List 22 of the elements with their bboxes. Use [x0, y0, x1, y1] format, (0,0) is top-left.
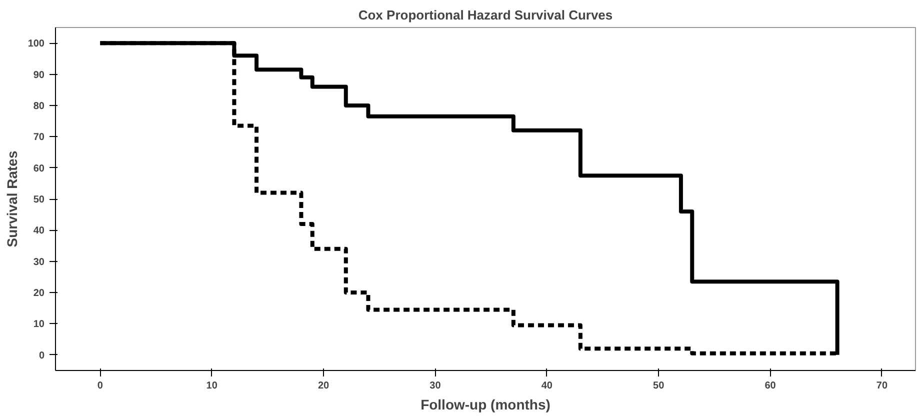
chart-title: Cox Proportional Hazard Survival Curves: [358, 8, 613, 22]
y-tick-label: 30: [33, 256, 45, 268]
y-tick-label: 70: [33, 132, 45, 144]
y-tick-label: 60: [33, 163, 45, 174]
x-tick-label: 60: [764, 380, 776, 392]
x-tick-label: 10: [206, 380, 218, 392]
y-tick-label: 20: [33, 288, 45, 300]
x-tick-label: 20: [318, 380, 330, 392]
y-tick-label: 0: [38, 350, 45, 362]
x-tick-label: 70: [876, 380, 888, 392]
x-tick-label: 30: [430, 380, 442, 392]
y-tick-label: 50: [33, 194, 45, 206]
x-tick-label: 50: [653, 380, 665, 392]
x-axis-title: Follow-up (months): [420, 396, 550, 412]
y-tick-label: 40: [33, 226, 45, 237]
x-tick-label: 0: [97, 380, 104, 392]
y-tick-label: 90: [33, 70, 45, 81]
y-tick-label: 80: [33, 100, 45, 112]
x-tick-label: 40: [541, 380, 553, 392]
y-axis-title: Survival Rates: [4, 150, 20, 248]
y-tick-label: 10: [33, 319, 45, 330]
y-tick-label: 100: [28, 38, 45, 50]
